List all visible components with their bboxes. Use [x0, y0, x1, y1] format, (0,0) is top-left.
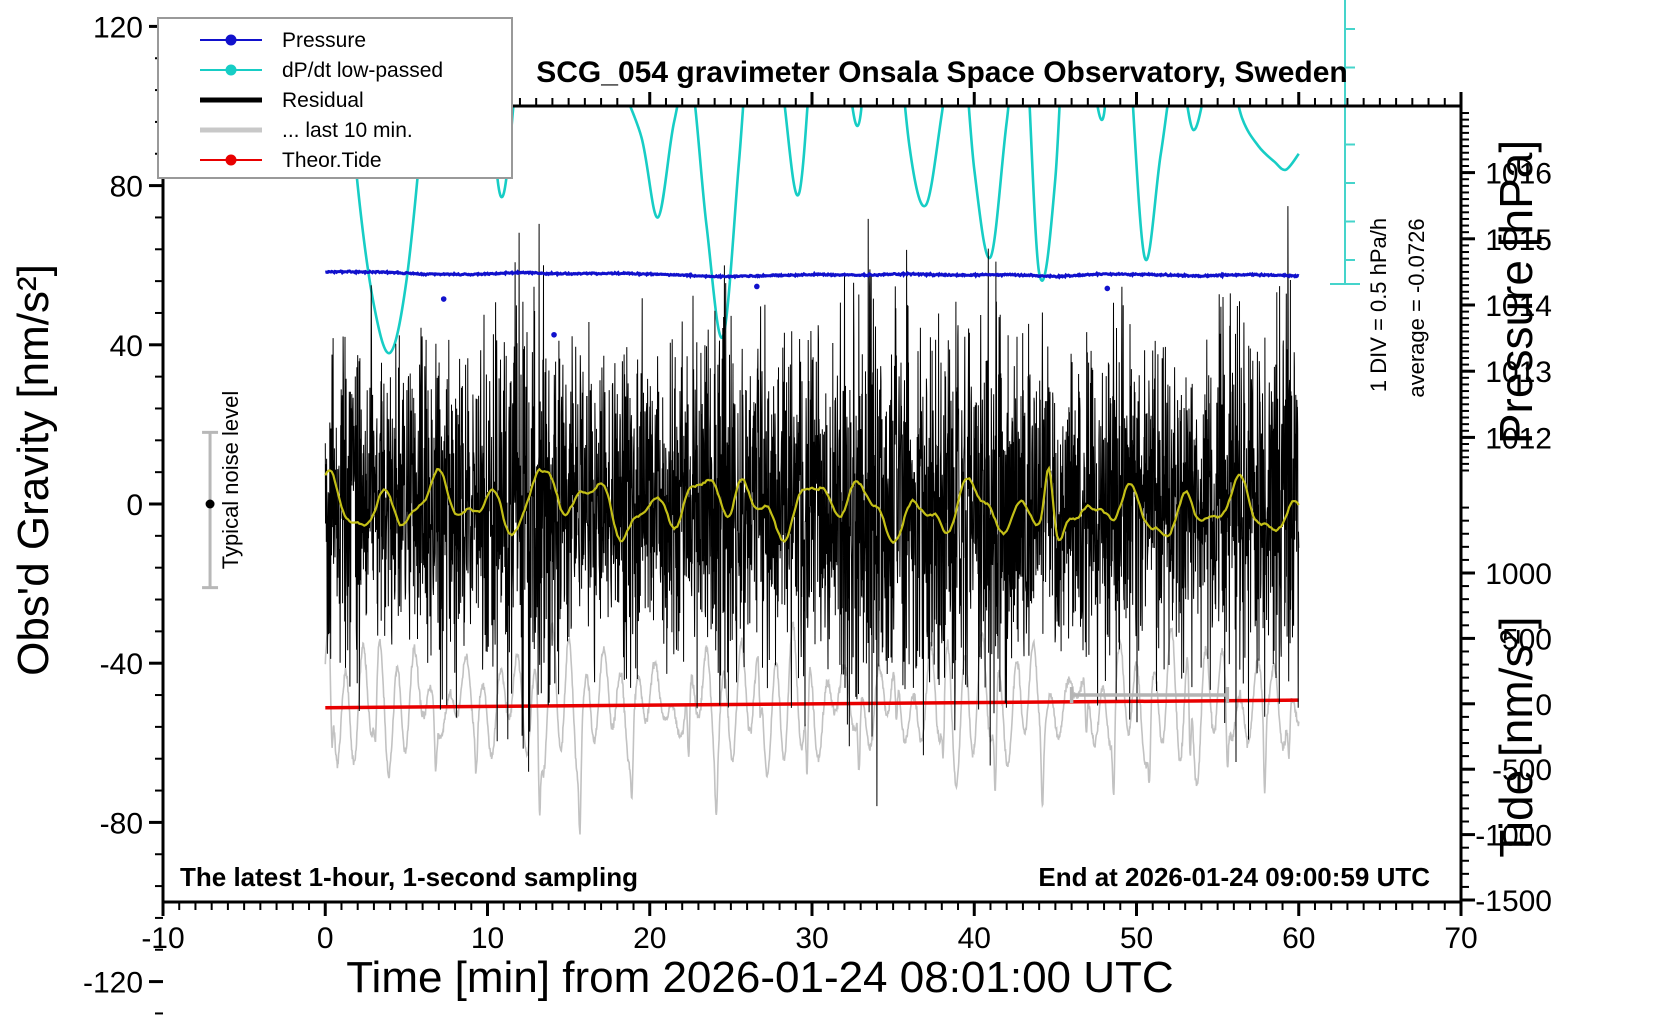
legend-item-pressure: Pressure [200, 29, 366, 52]
tide-tick-label: 0 [1535, 689, 1552, 722]
x-tick-label: 30 [795, 922, 828, 955]
legend-swatch-dot [225, 64, 237, 76]
gravity-tick-label: -80 [100, 807, 143, 840]
pressure-outlier-dot [1104, 285, 1111, 292]
x-tick-label: 10 [471, 922, 504, 955]
x-tick-label: 40 [958, 922, 991, 955]
pressure-axis-title: Pressure [hPa] [1490, 140, 1542, 444]
residual-lowpass-curve [324, 465, 1300, 545]
legend-label: ... last 10 min. [282, 119, 413, 142]
tide-tick-label: -500 [1492, 754, 1552, 787]
residual-curve [324, 206, 1300, 807]
x-tick-label: 70 [1444, 922, 1477, 955]
legend-item-theor-tide: Theor.Tide [200, 149, 382, 172]
pressure-tick-label: 1013 [1485, 356, 1552, 389]
x-axis-title: Time [min] from 2026-01-24 08:01:00 UTC [346, 953, 1173, 1002]
footer-sampling-note: The latest 1-hour, 1-second sampling [180, 862, 638, 892]
tide-tick-label: 1000 [1485, 558, 1552, 591]
pressure-outlier-dot [440, 296, 447, 302]
average-annotation: average = -0.0726 [1404, 218, 1429, 397]
pressure-outlier-dot [754, 283, 760, 290]
x-tick-label: 50 [1120, 922, 1153, 955]
legend-label: Residual [282, 89, 364, 112]
tide-tick-label: -1000 [1475, 820, 1552, 853]
legend-swatch-dot [225, 34, 237, 46]
tide-tick-label: -1500 [1475, 885, 1552, 918]
footer-end-time: End at 2026-01-24 09:00:59 UTC [1038, 862, 1430, 892]
legend-swatch-dot [225, 154, 237, 166]
gravity-tick-label: 80 [110, 171, 143, 204]
gravity-axis-title: Obs'd Gravity [nm/s²] [9, 264, 58, 676]
pressure-curve [325, 269, 1300, 280]
legend-label: Theor.Tide [282, 149, 382, 172]
div-scale-annotation: 1 DIV = 0.5 hPa/h [1366, 218, 1391, 392]
tide-axis-title: Tide [nm/s²] [1490, 616, 1542, 857]
pressure-tick-label: 1014 [1485, 290, 1552, 323]
noise-level-label: Typical noise level [218, 391, 243, 570]
legend-item-residual: Residual [200, 89, 364, 112]
legend-item-dpdt: dP/dt low-passed [200, 59, 443, 82]
legend-item-last10: ... last 10 min. [200, 119, 413, 142]
x-tick-label: 20 [633, 922, 666, 955]
gravity-tick-label: 0 [126, 489, 143, 522]
pressure-tick-label: 1012 [1485, 422, 1552, 455]
curves-layer [324, 106, 1300, 835]
pressure-tick-label: 1016 [1485, 158, 1552, 191]
axes-layer: -10010203040506070-200-160-120-80-400408… [83, 11, 1552, 1015]
pressure-tick-label: 1015 [1485, 224, 1552, 257]
noise-center-dot [205, 499, 215, 509]
gravity-tick-label: -40 [100, 648, 143, 681]
x-tick-label: 0 [317, 922, 334, 955]
legend-label: dP/dt low-passed [282, 59, 443, 82]
legend: Pressure dP/dt low-passed Residual ... last… [157, 17, 513, 179]
pressure-outlier-dot [551, 331, 557, 338]
gravity-tick-label: -120 [83, 967, 143, 1000]
gravity-tick-label: 40 [110, 330, 143, 363]
gravity-tick-label: 120 [93, 11, 143, 44]
legend-label: Pressure [282, 29, 366, 52]
tide-tick-label: 500 [1502, 623, 1552, 656]
x-tick-label: 60 [1282, 922, 1315, 955]
chart-title: SCG_054 gravimeter Onsala Space Observat… [536, 56, 1348, 89]
